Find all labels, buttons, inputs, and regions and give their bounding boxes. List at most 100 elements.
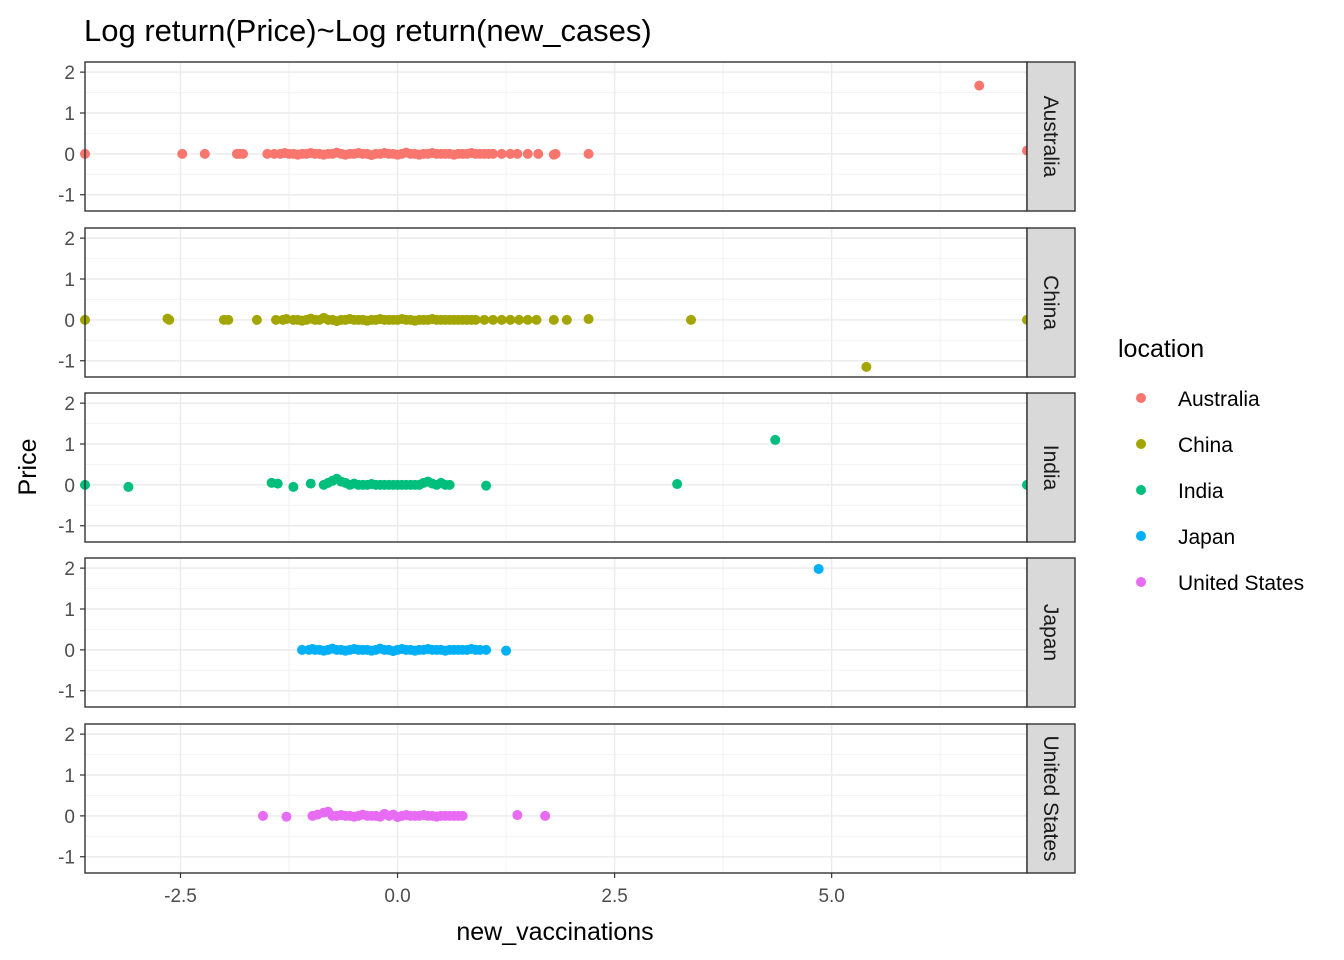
data-point [470,314,481,325]
facet-strip [1026,61,1076,212]
data-point [457,810,468,821]
data-point [496,314,507,325]
y-tick-label: 0 [64,807,75,828]
data-point [123,481,134,492]
legend-item: China [1136,434,1233,457]
legend-item: Japan [1136,526,1235,549]
data-point [505,314,516,325]
legend-label: India [1178,480,1224,503]
x-tick-label: 0.0 [384,886,410,907]
legend-label: China [1178,434,1233,457]
data-point [533,148,544,159]
data-point [281,811,292,822]
panel-background [85,393,1027,542]
data-point [505,148,516,159]
y-tick-label: 1 [64,600,75,621]
data-point [583,314,594,325]
data-point [540,810,551,821]
x-tick-label: -2.5 [164,886,197,907]
data-point [164,314,175,325]
data-point [481,644,492,655]
data-point [444,479,455,490]
legend-swatch [1136,577,1146,587]
data-point [481,480,492,491]
facet-strip [1026,723,1076,874]
y-axis-title: Price [14,439,42,496]
data-point [548,314,559,325]
y-axis-japan: -1 0 1 2 [58,559,85,703]
data-point [479,314,490,325]
x-axis: -2.5 0.0 2.5 5.0 [164,873,845,907]
data-point [514,314,525,325]
legend-swatch [1136,485,1146,495]
y-tick-label: -1 [58,517,75,538]
y-tick-label: 1 [64,766,75,787]
data-point [297,644,308,655]
y-tick-label: 0 [64,311,75,332]
data-point [522,148,533,159]
gridlines [85,558,1027,707]
data-point [177,148,188,159]
y-axis-australia: -1 0 1 2 [58,63,85,207]
facet-strip-label: Japan [1039,604,1062,661]
legend: location Australia China India Japan United … [1118,335,1304,595]
data-point [262,148,273,159]
facet-strip [1026,227,1076,378]
legend-swatch [1136,531,1146,541]
data-point [512,148,523,159]
gridlines [85,228,1027,377]
points-australia [80,80,1032,161]
data-point [770,434,781,445]
facet-panel-australia: -1 0 1 2 Australia [58,61,1076,212]
legend-item: Australia [1136,388,1260,411]
y-tick-label: -1 [58,186,75,207]
y-tick-label: 1 [64,270,75,291]
legend-item: United States [1136,572,1304,595]
gridlines [85,724,1027,873]
legend-swatch [1136,439,1146,449]
data-point [199,148,210,159]
legend-swatch [1136,393,1146,403]
x-tick-label: 5.0 [818,886,844,907]
legend-title: location [1118,335,1204,363]
panel-background [85,228,1027,377]
points-india [80,434,1032,492]
data-point [550,148,561,159]
facet-panel-china: -1 0 1 2 China [58,227,1076,378]
data-point [686,314,697,325]
y-tick-label: -1 [58,682,75,703]
y-tick-label: 2 [64,63,75,84]
panel-background [85,62,1027,211]
facet-panel-japan: -1 0 1 2 Japan [58,557,1076,708]
data-point [488,314,499,325]
data-point [251,314,262,325]
data-point [583,148,594,159]
data-point [522,314,533,325]
data-point [288,481,299,492]
y-tick-label: 2 [64,394,75,415]
legend-label: United States [1178,572,1304,595]
y-tick-label: -1 [58,352,75,373]
panel-background [85,724,1027,873]
data-point [488,148,499,159]
y-tick-label: 1 [64,435,75,456]
data-point [512,810,523,821]
y-tick-label: 0 [64,476,75,497]
data-point [531,314,542,325]
chart-title: Log return(Price)~Log return(new_cases) [84,13,652,48]
data-point [861,361,872,372]
facet-panel-india: -1 0 1 2 India [58,392,1076,543]
y-axis-united-states: -1 0 1 2 [58,725,85,869]
points-china [80,312,1032,372]
points-united-states [257,806,551,823]
legend-label: Japan [1178,526,1235,549]
data-point [305,478,316,489]
points-japan [297,563,824,657]
data-point [272,478,283,489]
data-point [223,314,234,325]
data-point [501,645,512,656]
data-point [496,148,507,159]
y-tick-label: 2 [64,725,75,746]
legend-item: India [1136,480,1224,503]
data-point [257,810,268,821]
